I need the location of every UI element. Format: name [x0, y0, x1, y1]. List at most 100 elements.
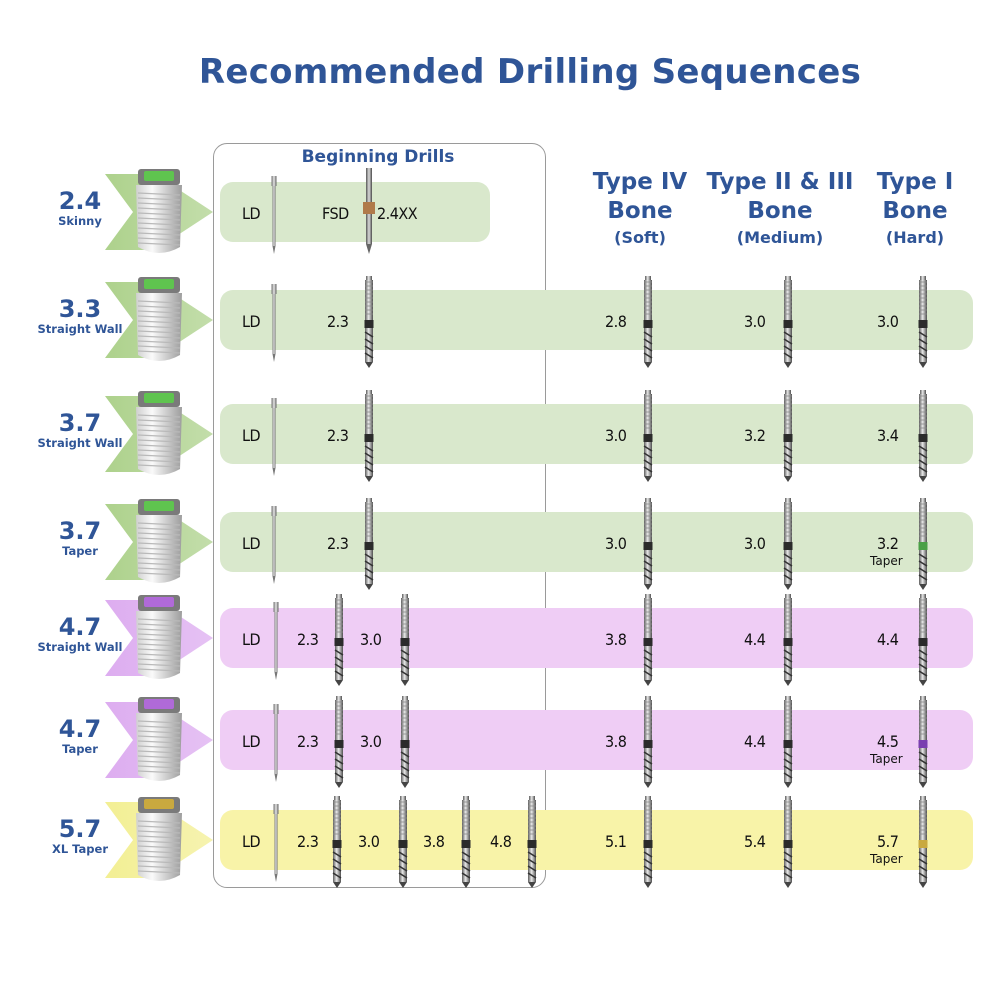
beginning-drill-label: LD — [242, 832, 261, 851]
drill-icon — [362, 168, 376, 254]
drill-icon — [917, 390, 929, 482]
beginning-drill-label: FSD — [322, 204, 349, 223]
column-header-line1: Type IV — [592, 169, 688, 195]
sequence-band — [220, 404, 973, 464]
hard-drill-sublabel: Taper — [870, 852, 903, 866]
drill-icon — [642, 594, 654, 686]
beginning-drill-label: LD — [242, 312, 261, 331]
final-drill-hard-label: 4.5 — [877, 732, 899, 751]
drill-icon — [397, 796, 409, 888]
sequence-row: 2.4 Skinny LD FSD 2.4XX — [0, 168, 1000, 254]
drill-icon — [642, 696, 654, 788]
drill-icon — [642, 390, 654, 482]
beginning-drill-label: 2.3 — [297, 832, 319, 851]
drill-icon — [642, 796, 654, 888]
drill-icon — [363, 498, 375, 590]
beginning-drill-label: 3.8 — [423, 832, 445, 851]
beginning-drill-label: 2.3 — [297, 732, 319, 751]
implant-icon — [130, 593, 188, 685]
final-drill-soft-label: 3.0 — [605, 426, 627, 445]
drill-icon — [333, 594, 345, 686]
beginning-drill-label: LD — [242, 204, 261, 223]
beginning-drill-label: 2.3 — [327, 312, 349, 331]
beginning-drill-label: LD — [242, 534, 261, 553]
implant-size: 3.3 Straight Wall — [20, 296, 140, 336]
implant-size: 2.4 Skinny — [20, 188, 140, 228]
implant-type: XL Taper — [51, 842, 109, 856]
drill-icon — [399, 696, 411, 788]
final-drill-hard-label: 4.4 — [877, 630, 899, 649]
lance-drill-icon — [272, 804, 280, 882]
implant-icon — [130, 275, 188, 367]
implant-size: 3.7 Straight Wall — [20, 410, 140, 450]
beginning-drill-label: 2.3 — [297, 630, 319, 649]
final-drill-soft-label: 5.1 — [605, 832, 627, 851]
implant-diameter: 3.3 — [58, 295, 102, 323]
final-drill-hard-label: 3.4 — [877, 426, 899, 445]
column-header-line3: (Medium) — [736, 228, 824, 247]
implant-icon — [130, 795, 188, 887]
beginning-drill-label: 3.0 — [360, 630, 382, 649]
final-drill-medium-label: 3.2 — [744, 426, 766, 445]
beginning-drill-label: LD — [242, 630, 261, 649]
drill-icon — [917, 498, 929, 590]
drill-icon — [399, 594, 411, 686]
implant-diameter: 2.4 — [58, 187, 102, 215]
implant-type: Straight Wall — [37, 640, 123, 654]
drill-icon — [363, 390, 375, 482]
hard-drill-sublabel: Taper — [870, 752, 903, 766]
drill-icon — [782, 594, 794, 686]
implant-type: Straight Wall — [37, 322, 123, 336]
hard-drill-sublabel: Taper — [870, 554, 903, 568]
final-drill-hard-label: 5.7 — [877, 832, 899, 851]
final-drill-soft-label: 2.8 — [605, 312, 627, 331]
implant-diameter: 4.7 — [58, 613, 102, 641]
final-drill-hard-label: 3.2 — [877, 534, 899, 553]
final-drill-soft-label: 3.0 — [605, 534, 627, 553]
sequence-band — [220, 710, 973, 770]
drill-icon — [642, 498, 654, 590]
beginning-drill-label: 2.4XX — [377, 204, 418, 223]
lance-drill-icon — [270, 506, 278, 584]
sequence-row: 3.3 Straight Wall LD 2.3 2.8 3.0 3.0 — [0, 276, 1000, 368]
beginning-drill-label: 4.8 — [490, 832, 512, 851]
drill-icon — [333, 696, 345, 788]
beginning-drill-label: 3.0 — [358, 832, 380, 851]
lance-drill-icon — [270, 284, 278, 362]
sequence-row: 3.7 Straight Wall LD 2.3 3.0 3.2 3.4 — [0, 390, 1000, 482]
sequence-band — [220, 512, 973, 572]
final-drill-medium-label: 4.4 — [744, 630, 766, 649]
drill-icon — [460, 796, 472, 888]
beginning-drills-title: Beginning Drills — [301, 147, 455, 167]
implant-size: 4.7 Straight Wall — [20, 614, 140, 654]
lance-drill-icon — [270, 398, 278, 476]
beginning-drill-label: LD — [242, 732, 261, 751]
column-header-line1: Type I — [876, 169, 954, 195]
beginning-drill-label: 2.3 — [327, 534, 349, 553]
column-header-line2: Bone — [607, 198, 673, 224]
drill-icon — [331, 796, 343, 888]
column-header-line2: Bone — [882, 198, 948, 224]
drill-icon — [917, 696, 929, 788]
implant-size: 4.7 Taper — [20, 716, 140, 756]
drill-icon — [642, 276, 654, 368]
sequence-band — [220, 608, 973, 668]
drill-icon — [782, 276, 794, 368]
column-header-line3: (Soft) — [614, 228, 666, 247]
final-drill-medium-label: 5.4 — [744, 832, 766, 851]
final-drill-medium-label: 4.4 — [744, 732, 766, 751]
implant-diameter: 5.7 — [58, 815, 102, 843]
implant-icon — [130, 389, 188, 481]
lance-drill-icon — [272, 704, 280, 782]
final-drill-soft-label: 3.8 — [605, 630, 627, 649]
implant-icon — [130, 695, 188, 787]
sequence-row: 4.7 Taper LD 2.3 3.0 3.8 4.4 4.5 Taper — [0, 696, 1000, 788]
column-header-line1: Type II & III — [706, 169, 854, 195]
implant-icon — [130, 497, 188, 589]
lance-drill-icon — [270, 176, 278, 254]
drill-icon — [917, 276, 929, 368]
drill-icon — [363, 276, 375, 368]
sequence-row: 5.7 XL Taper LD 2.3 3.0 3.8 4.8 5.1 5.4 5.7 Taper — [0, 796, 1000, 888]
sequence-band — [220, 182, 490, 242]
implant-size: 3.7 Taper — [20, 518, 140, 558]
